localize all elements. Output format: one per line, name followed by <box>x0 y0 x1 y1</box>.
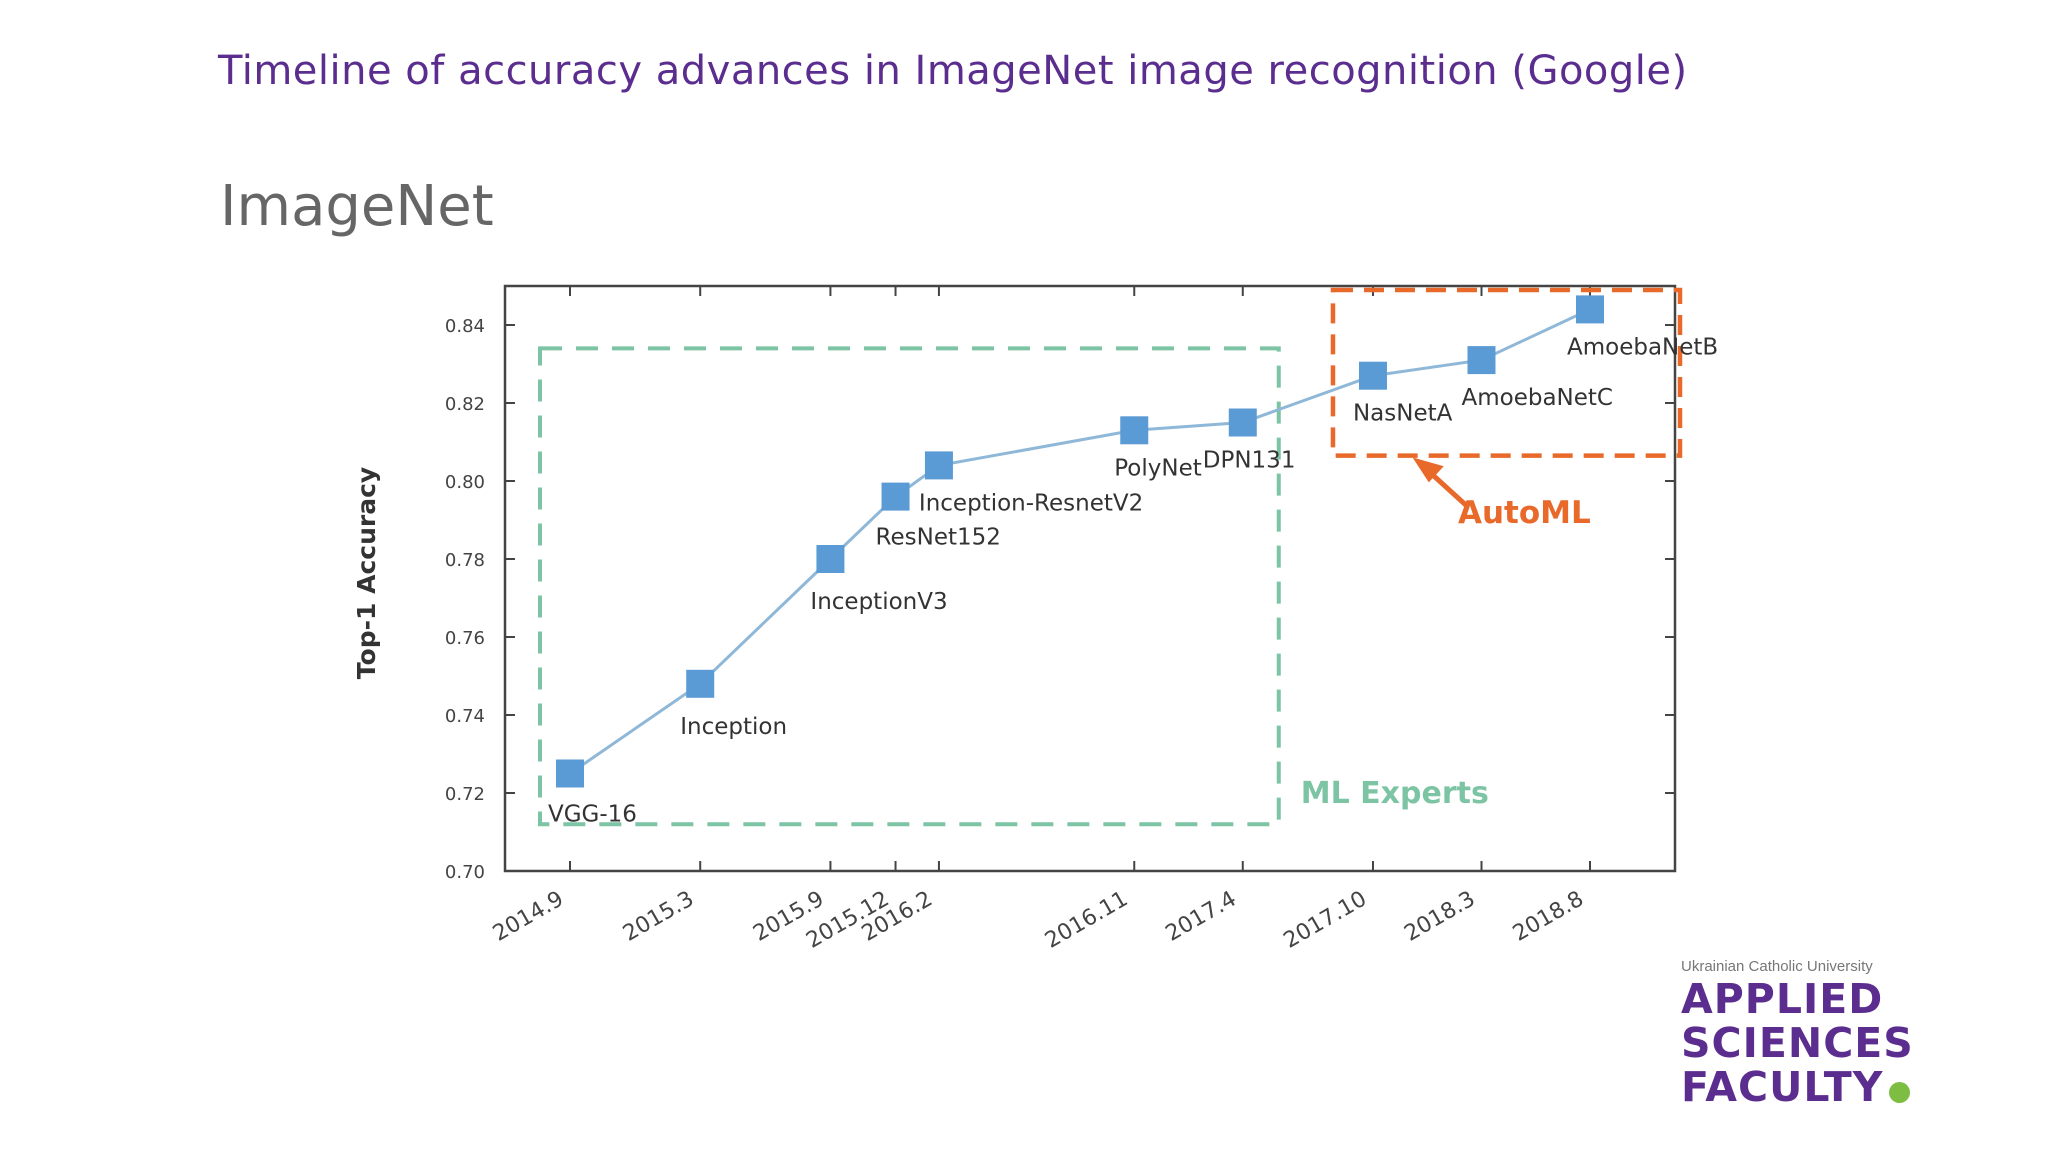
y-tick-label: 0.76 <box>445 628 485 649</box>
model-label: InceptionV3 <box>810 589 947 615</box>
model-label: ResNet152 <box>876 525 1001 551</box>
ml-experts-label: ML Experts <box>1301 776 1489 811</box>
x-tick-label: 2015.3 <box>619 887 698 947</box>
automl-arrowhead-icon <box>1412 457 1444 483</box>
data-point-marker <box>1228 408 1257 437</box>
x-tick-label: 2017.4 <box>1162 887 1241 947</box>
y-tick-label: 0.82 <box>445 394 485 415</box>
model-label: Inception <box>680 714 787 740</box>
chart-title: ImageNet <box>220 174 494 239</box>
model-label: Inception-ResnetV2 <box>919 490 1143 516</box>
model-label: DPN131 <box>1203 448 1296 474</box>
data-point-marker <box>924 451 953 480</box>
accuracy-series-line <box>569 308 1591 775</box>
logo-line-applied: APPLIED <box>1681 975 1884 1023</box>
logo-university: Ukrainian Catholic University <box>1681 958 1873 975</box>
y-tick-label: 0.72 <box>445 784 485 805</box>
data-point-marker <box>556 759 584 788</box>
data-point-marker <box>1120 416 1149 445</box>
logo-line-faculty: FACULTY <box>1681 1063 1884 1111</box>
data-point-marker <box>1358 361 1387 390</box>
logo-line-sciences: SCIENCES <box>1681 1019 1914 1067</box>
data-point-marker <box>881 482 910 511</box>
x-tick-label: 2018.8 <box>1509 887 1588 947</box>
data-point-marker <box>816 545 845 573</box>
model-label: NasNetA <box>1353 401 1453 427</box>
y-axis-label: Top-1 Accuracy <box>352 467 381 679</box>
model-label: VGG-16 <box>548 802 637 828</box>
logo-dot-icon <box>1889 1082 1911 1103</box>
plot-area <box>503 284 1677 873</box>
model-label: PolyNet <box>1114 455 1202 481</box>
data-point-marker <box>686 669 715 698</box>
ml-experts-region-box <box>538 346 1281 827</box>
data-point-marker <box>1467 346 1496 375</box>
data-point-marker <box>1576 295 1604 324</box>
y-tick-label: 0.78 <box>445 550 485 571</box>
model-label: AmoebaNetB <box>1567 334 1718 360</box>
x-tick-label: 2014.9 <box>489 887 568 947</box>
automl-region-box <box>1330 287 1683 458</box>
y-tick-label: 0.84 <box>445 316 485 337</box>
x-tick-label: 2018.3 <box>1400 887 1479 947</box>
faculty-logo: Ukrainian Catholic University APPLIED SC… <box>1681 958 1941 1109</box>
automl-label: AutoML <box>1458 495 1591 531</box>
slide-title: Timeline of accuracy advances in ImageNe… <box>218 48 1688 94</box>
x-tick-label: 2017.10 <box>1280 887 1371 954</box>
x-tick-label: 2016.11 <box>1041 887 1132 954</box>
y-tick-label: 0.70 <box>445 862 485 883</box>
y-tick-label: 0.74 <box>445 706 485 727</box>
y-tick-label: 0.80 <box>445 472 485 493</box>
model-label: AmoebaNetC <box>1461 385 1613 411</box>
logo-line-faculty-row: FACULTY <box>1681 1065 1941 1109</box>
